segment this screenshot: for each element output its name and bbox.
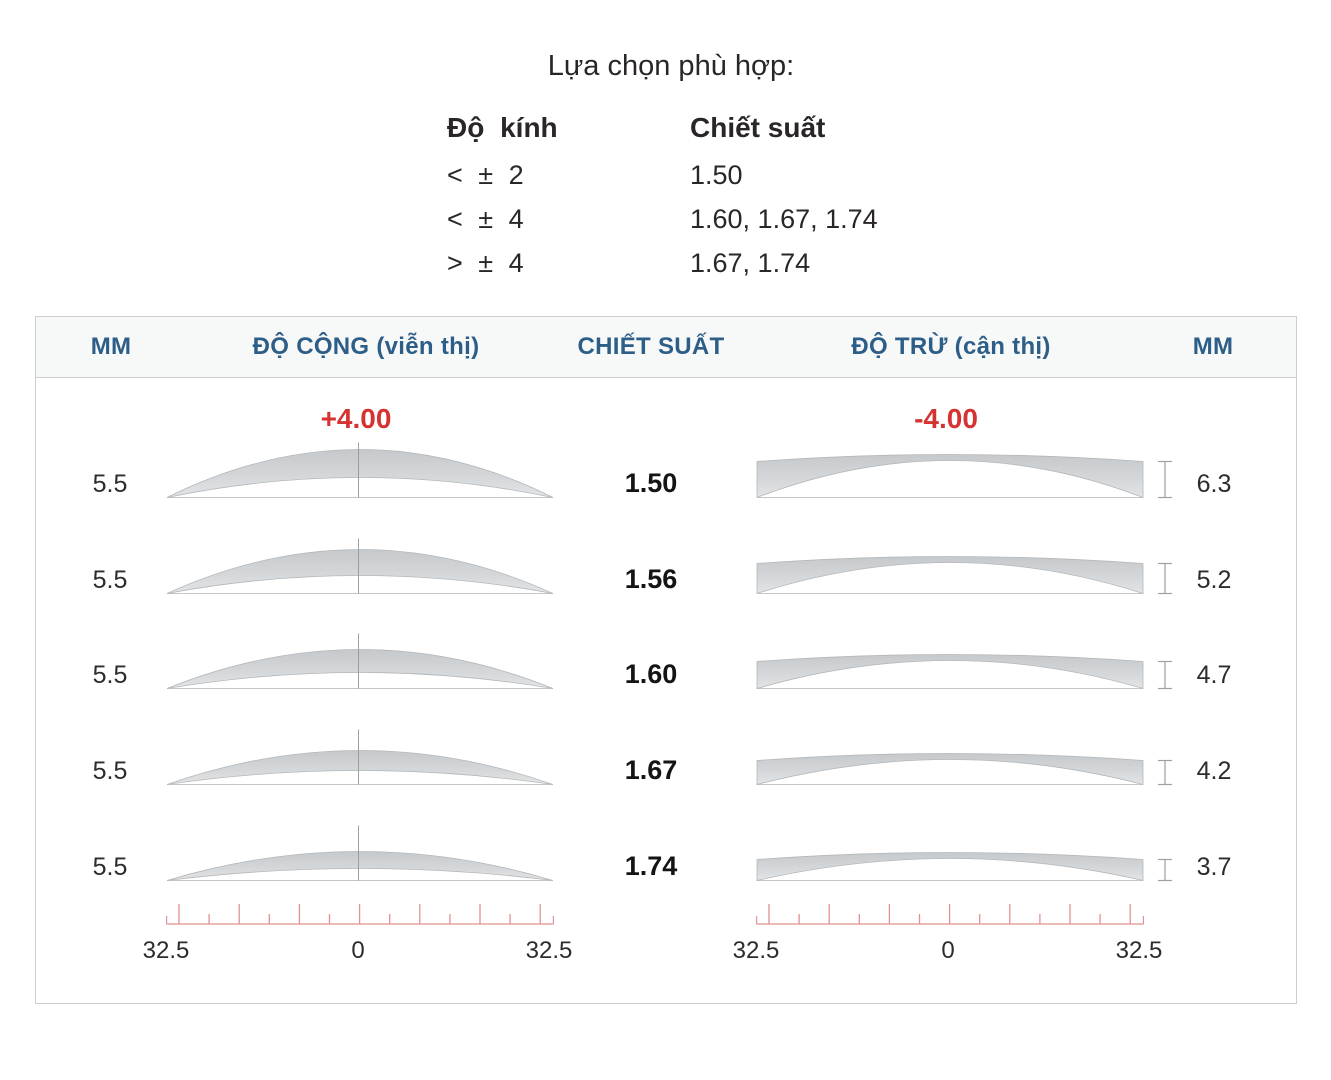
right-ruler-left-label: 32.5: [732, 937, 780, 964]
plus-lens-figure: [166, 538, 554, 594]
plus-lens-shape: [166, 449, 554, 498]
refractive-index-value: 1.74: [624, 851, 678, 881]
refractive-index-value: 1.56: [624, 564, 678, 594]
plus-lens-cell: [166, 727, 554, 787]
plus-lens-figure: [166, 729, 554, 785]
table-header-row: MM ĐỘ CỘNG (viễn thị) CHIẾT SUẤT ĐỘ TRỪ …: [36, 317, 1296, 378]
plus-lens-shape: [166, 549, 554, 594]
plus-lens-shape: [166, 750, 554, 785]
edge-thickness-value: 5.2: [1196, 566, 1232, 594]
plus-lens-cell: [166, 823, 554, 883]
minus-lens-figure: [756, 454, 1172, 499]
center-thickness-value: 5.5: [92, 661, 128, 689]
minus-lens-shape: [756, 654, 1144, 690]
refractive-index-value: 1.50: [624, 468, 678, 498]
minus-lens-cell: [756, 536, 1186, 596]
edge-thickness-value: 4.7: [1196, 661, 1232, 689]
selection-title: Lựa chọn phù hợp:: [547, 50, 795, 82]
minus-lens-cell: [756, 823, 1186, 883]
selection-col1-header: Độ kính: [447, 112, 558, 143]
ruler-scale: [166, 904, 554, 925]
header-plus-column: ĐỘ CỘNG (viễn thị): [252, 333, 480, 360]
lens-comparison-table: MM ĐỘ CỘNG (viễn thị) CHIẾT SUẤT ĐỘ TRỪ …: [35, 316, 1297, 1004]
minus-lens-cell: [756, 440, 1186, 500]
edge-thickness-marker: [1158, 562, 1172, 595]
selection-power-1: < ± 2: [447, 160, 524, 190]
refractive-index-value: 1.67: [624, 755, 678, 785]
edge-thickness-marker: [1158, 460, 1172, 499]
edge-thickness-marker: [1158, 660, 1172, 690]
edge-thickness-value: 3.7: [1196, 853, 1232, 881]
center-thickness-value: 5.5: [92, 566, 128, 594]
minus-lens-figure: [756, 852, 1172, 882]
edge-thickness-marker: [1158, 759, 1172, 786]
plus-lens-figure: [166, 633, 554, 689]
minus-power-label: -4.00: [914, 403, 978, 434]
minus-lens-cell: [756, 631, 1186, 691]
plus-power-label: +4.00: [320, 403, 392, 434]
selection-indices-1: 1.50: [690, 160, 743, 190]
header-mm-left: MM: [90, 333, 132, 360]
minus-lens-shape: [756, 753, 1144, 786]
center-thickness-value: 5.5: [92, 470, 128, 498]
minus-lens-figure: [756, 556, 1172, 595]
plus-lens-figure: [166, 825, 554, 881]
selection-indices-2: 1.60, 1.67, 1.74: [690, 204, 878, 234]
header-minus-column: ĐỘ TRỪ (cận thị): [851, 333, 1051, 360]
edge-thickness-value: 4.2: [1196, 757, 1232, 785]
plus-lens-cell: [166, 536, 554, 596]
minus-lens-figure: [756, 654, 1172, 690]
selection-col2-header: Chiết suất: [690, 112, 826, 143]
plus-lens-shape: [166, 649, 554, 689]
selection-indices-3: 1.67, 1.74: [690, 248, 811, 278]
plus-lens-cell: [166, 631, 554, 691]
right-ruler-center-label: 0: [941, 937, 955, 964]
minus-lens-figure: [756, 753, 1172, 786]
edge-thickness-marker: [1158, 858, 1172, 882]
center-thickness-value: 5.5: [92, 853, 128, 881]
refractive-index-value: 1.60: [624, 659, 678, 689]
plus-lens-shape: [166, 851, 554, 881]
left-ruler-left-label: 32.5: [142, 937, 190, 964]
minus-lens-shape: [756, 852, 1144, 882]
right-ruler-right-label: 32.5: [1115, 937, 1163, 964]
left-ruler: [166, 897, 554, 937]
left-ruler-center-label: 0: [351, 937, 365, 964]
plus-lens-cell: [166, 440, 554, 500]
header-index-column: CHIẾT SUẤT: [577, 333, 725, 360]
selection-power-3: > ± 4: [447, 248, 524, 278]
center-thickness-value: 5.5: [92, 757, 128, 785]
edge-thickness-value: 6.3: [1196, 470, 1232, 498]
ruler-scale: [756, 904, 1144, 925]
left-ruler-right-label: 32.5: [525, 937, 573, 964]
minus-lens-cell: [756, 727, 1186, 787]
minus-lens-shape: [756, 454, 1144, 499]
selection-power-2: < ± 4: [447, 204, 524, 234]
right-ruler: [756, 897, 1144, 937]
header-mm-right: MM: [1192, 333, 1234, 360]
plus-lens-figure: [166, 442, 554, 498]
minus-lens-shape: [756, 556, 1144, 595]
